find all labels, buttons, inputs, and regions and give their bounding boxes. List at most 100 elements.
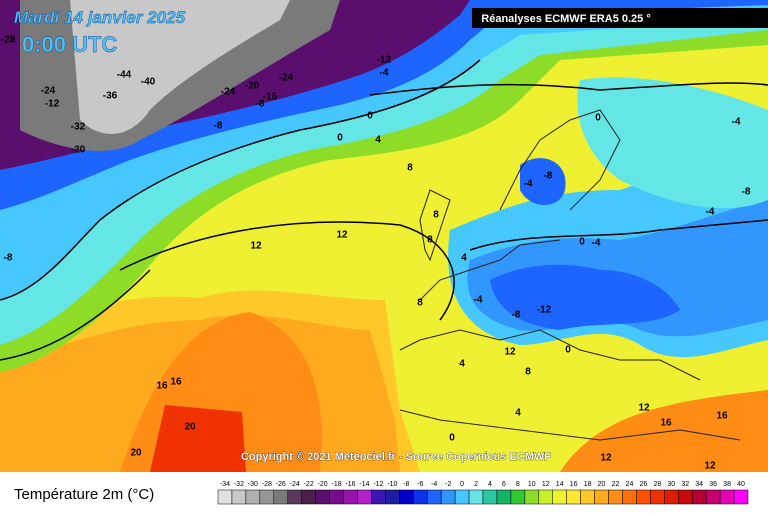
contour-label: -4 (592, 238, 601, 249)
contour-label: 0 (449, 433, 455, 444)
colorbar-cell (496, 489, 512, 505)
colorbar-tick-label: 18 (584, 481, 592, 488)
colorbar-tick-label: 6 (502, 481, 506, 488)
contour-label: 0 (595, 113, 601, 124)
contour-label: 12 (336, 230, 348, 241)
colorbar-cell (566, 489, 581, 505)
colorbar-cell (329, 489, 344, 505)
colorbar-cell (371, 489, 386, 505)
colorbar-cell (691, 489, 707, 505)
contour-label: -36 (103, 91, 118, 102)
colorbar-tick-label: 4 (488, 481, 492, 488)
contour-label: -12 (45, 99, 60, 110)
contour-label: 8 (417, 298, 423, 309)
colorbar-cell (650, 489, 665, 505)
colorbar-cell (357, 489, 372, 505)
contour-label: -12 (537, 305, 552, 316)
colorbar-cell (552, 489, 567, 505)
contour-label: 12 (600, 453, 612, 464)
contour-label: -24 (221, 87, 236, 98)
contour-label: 4 (461, 253, 467, 264)
contour-label: -4 (732, 117, 741, 128)
colorbar-tick-label: -12 (373, 481, 383, 488)
contour-label: 0 (367, 111, 373, 122)
colorbar-cell (678, 489, 693, 505)
colorbar-tick-label: -22 (304, 481, 314, 488)
contour-label: -8 (742, 187, 751, 198)
contour-label: -8 (512, 310, 521, 321)
colorbar-cell (217, 489, 233, 505)
colorbar-cell (636, 489, 651, 505)
contour-label: 12 (250, 241, 262, 252)
colorbar-cell (301, 489, 316, 505)
colorbar-cell (440, 489, 456, 505)
contour-label: 16 (660, 418, 672, 429)
contour-label: -8 (256, 99, 265, 110)
colorbar-tick-label: 10 (528, 481, 536, 488)
contour-label: -4 (706, 207, 715, 218)
contour-label: 4 (375, 135, 381, 146)
colorbar-tick-label: -18 (331, 481, 341, 488)
contour-label: 12 (504, 347, 516, 358)
contour-label: -32 (71, 122, 86, 133)
colorbar-cell (468, 489, 484, 505)
contour-label: 12 (638, 403, 650, 414)
colorbar-cell (426, 489, 442, 505)
colorbar-cell (622, 489, 637, 505)
colorbar-tick-label: -6 (417, 481, 423, 488)
colorbar-cell (538, 489, 553, 505)
contour-label: 20 (184, 422, 196, 433)
colorbar-tick-label: 32 (681, 481, 689, 488)
contour-label: -24 (41, 86, 56, 97)
contours (0, 59, 768, 361)
contour-label: 16 (156, 381, 168, 392)
colorbar-tick-label: -16 (345, 481, 355, 488)
contour-label: 8 (433, 210, 439, 221)
contour-label: 8 (427, 235, 433, 246)
colorbar-tick-label: 40 (737, 481, 745, 488)
coastlines (399, 109, 741, 441)
colorbar-tick-label: -28 (262, 481, 272, 488)
colorbar-tick-label: 12 (542, 481, 550, 488)
colorbar-cell (482, 489, 498, 505)
colorbar-tick-label: 28 (653, 481, 661, 488)
temperature-field (0, 0, 768, 472)
colorbar-tick-label: 0 (460, 481, 464, 488)
contour-label: 20 (130, 448, 142, 459)
contour-label: -16 (263, 92, 278, 103)
colorbar-cell (399, 489, 414, 505)
contour-label: -20 (71, 145, 86, 156)
colorbar-tick-label: 8 (516, 481, 520, 488)
contour-label: -44 (117, 70, 132, 81)
colorbar-cell (231, 489, 247, 505)
contour-label: -28 (1, 35, 16, 46)
source-box (472, 8, 768, 28)
contour-label: -20 (245, 81, 260, 92)
colorbar-tick-label: 38 (723, 481, 731, 488)
colorbar-tick-label: -10 (387, 481, 397, 488)
contour-label: -40 (141, 77, 156, 88)
colorbar-tick-label: 26 (639, 481, 647, 488)
colorbar-tick-label: 36 (709, 481, 717, 488)
contour-label: 12 (704, 461, 716, 472)
contour-label: 8 (407, 163, 413, 174)
contour-label: -8 (214, 121, 223, 132)
source: Réanalyses ECMWF ERA5 0.25 ° (481, 13, 650, 25)
colorbar-cell (287, 489, 302, 505)
colorbar-tick-label: 16 (570, 481, 578, 488)
colorbar: -34 -32 -30 -28 -26 -24 -22 -20 -18 -16 -14 -12 -10-… (217, 481, 749, 505)
map-date: Mardi 14 janvier 2025 (14, 8, 186, 27)
colorbar-cell (245, 489, 261, 505)
colorbar-cell (510, 489, 526, 505)
colorbar-tick-label: -2 (445, 481, 451, 488)
contour-label: -4 (524, 179, 533, 190)
contour-label: 8 (525, 367, 531, 378)
colorbar-tick-label: -26 (276, 481, 286, 488)
contour-label: 0 (565, 345, 571, 356)
colorbar-tick-label: -24 (290, 481, 300, 488)
colorbar-tick-label: -32 (234, 481, 244, 488)
map-time: 0:00 UTC (22, 32, 117, 57)
colorbar-tick-label: 24 (626, 481, 634, 488)
colorbar-tick-label: -4 (431, 481, 437, 488)
